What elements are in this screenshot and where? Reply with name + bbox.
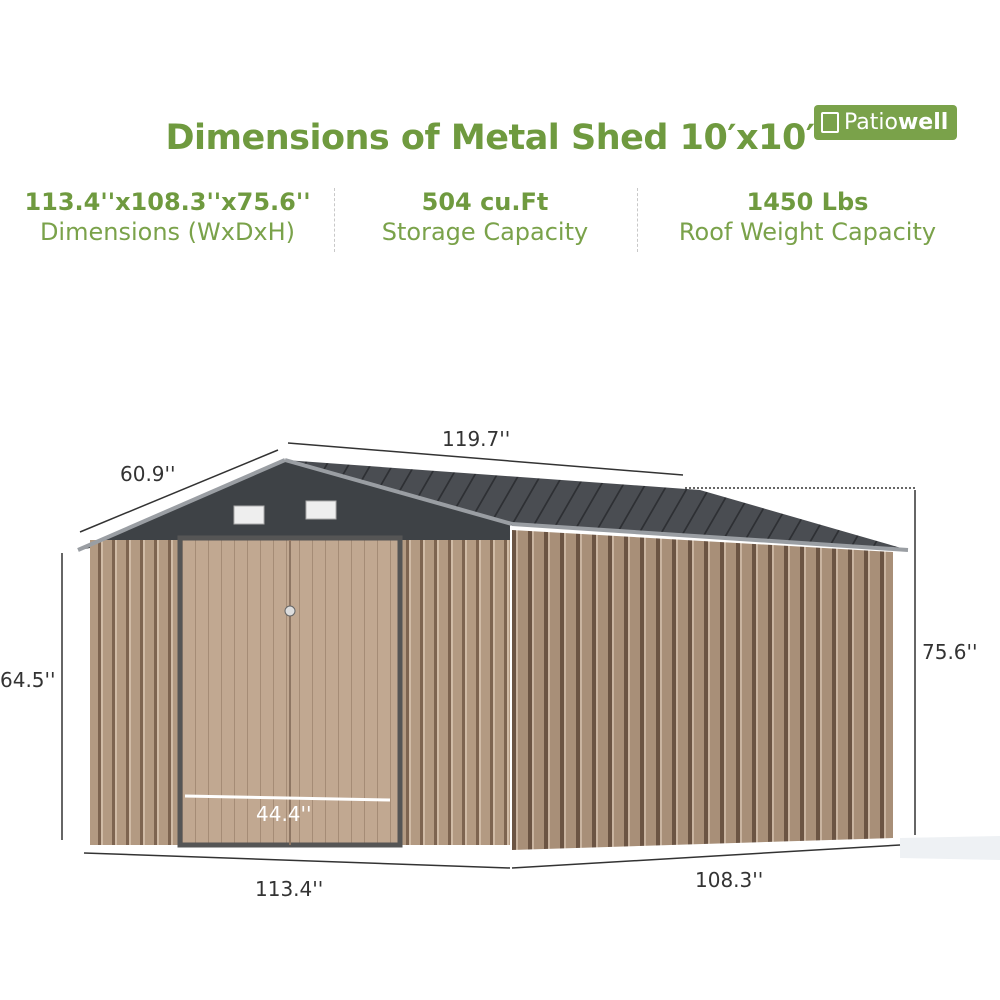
gable — [80, 460, 510, 550]
spec-storage: 504 cu.Ft Storage Capacity — [350, 188, 620, 246]
spec-label: Storage Capacity — [381, 218, 589, 246]
width-label: 113.4'' — [255, 877, 324, 901]
roof-depth-label: 60.9'' — [120, 462, 176, 486]
spec-value: 1450 Lbs — [746, 188, 869, 216]
dimension-lines — [61, 442, 916, 869]
wall-height-label: 64.5'' — [0, 668, 56, 692]
total-height-label: 75.6'' — [922, 640, 978, 664]
spec-label: Roof Weight Capacity — [678, 218, 937, 246]
brand-name-light: Patio — [844, 110, 898, 135]
spec-label: Dimensions (WxDxH) — [39, 218, 296, 246]
spec-value: 113.4''x108.3''x75.6'' — [24, 188, 311, 216]
divider — [637, 188, 638, 252]
shadow — [900, 836, 1000, 860]
vent — [233, 505, 265, 525]
page-title: Dimensions of Metal Shed 10′x10′ — [165, 118, 815, 158]
vent — [305, 500, 337, 520]
spec-value: 504 cu.Ft — [421, 188, 549, 216]
spec-dimensions: 113.4''x108.3''x75.6'' Dimensions (WxDxH… — [20, 188, 315, 246]
roof — [285, 460, 908, 550]
depth-label: 108.3'' — [695, 868, 764, 892]
door-width-line — [184, 794, 391, 802]
divider — [334, 188, 335, 252]
side-wall — [512, 530, 893, 850]
brand-logo: Patiowell — [814, 105, 957, 140]
door-width-label: 44.4'' — [256, 802, 312, 826]
roof-length-label: 119.7'' — [442, 427, 511, 451]
brand-name-bold: well — [897, 110, 949, 135]
logo-mark-icon — [821, 112, 839, 133]
spec-roof-weight: 1450 Lbs Roof Weight Capacity — [655, 188, 960, 246]
door-handle-icon — [284, 605, 296, 617]
